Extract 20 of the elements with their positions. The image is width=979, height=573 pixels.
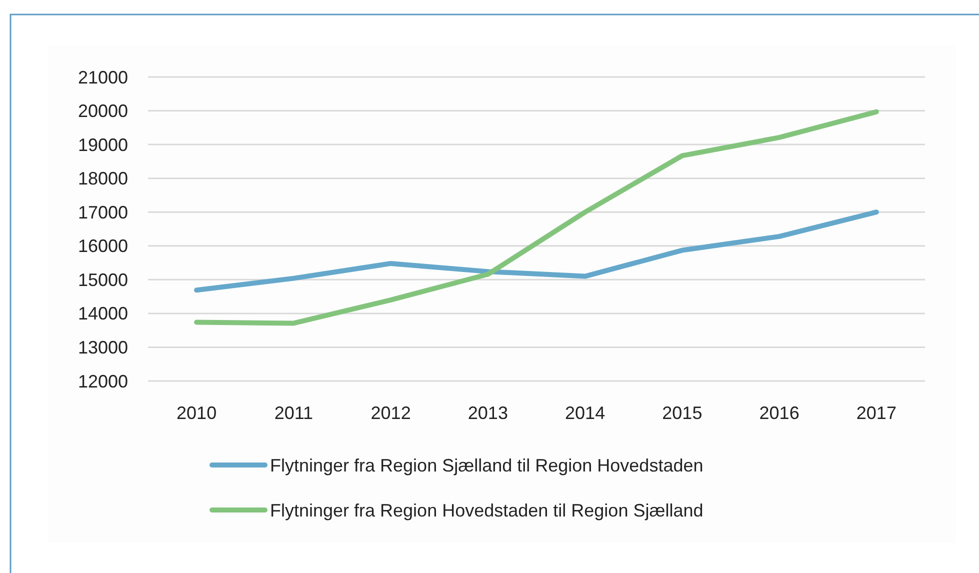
x-tick-label: 2010 — [176, 403, 217, 423]
y-tick-label: 13000 — [78, 338, 128, 358]
legend-label: Flytninger fra Region Hovedstaden til Region Sjælland — [270, 500, 704, 520]
x-tick-label: 2014 — [565, 403, 606, 423]
y-tick-label: 20000 — [78, 101, 128, 122]
legend-label: Flytninger fra Region Sjælland til Region Hovedstaden — [270, 455, 704, 476]
y-tick-label: 18000 — [78, 168, 128, 189]
y-tick-label: 12000 — [78, 371, 128, 392]
y-tick-label: 19000 — [78, 134, 128, 155]
x-tick-label: 2013 — [468, 403, 508, 423]
x-tick-label: 2011 — [274, 403, 314, 423]
x-tick-label: 2017 — [856, 403, 896, 423]
x-tick-label: 2012 — [370, 403, 411, 423]
y-tick-label: 14000 — [78, 304, 128, 324]
x-tick-label: 2016 — [759, 403, 800, 423]
y-tick-label: 16000 — [78, 236, 128, 256]
y-tick-label: 15000 — [78, 270, 128, 290]
y-tick-label: 21000 — [78, 67, 128, 88]
y-tick-label: 17000 — [78, 202, 128, 222]
x-tick-label: 2015 — [662, 403, 702, 423]
